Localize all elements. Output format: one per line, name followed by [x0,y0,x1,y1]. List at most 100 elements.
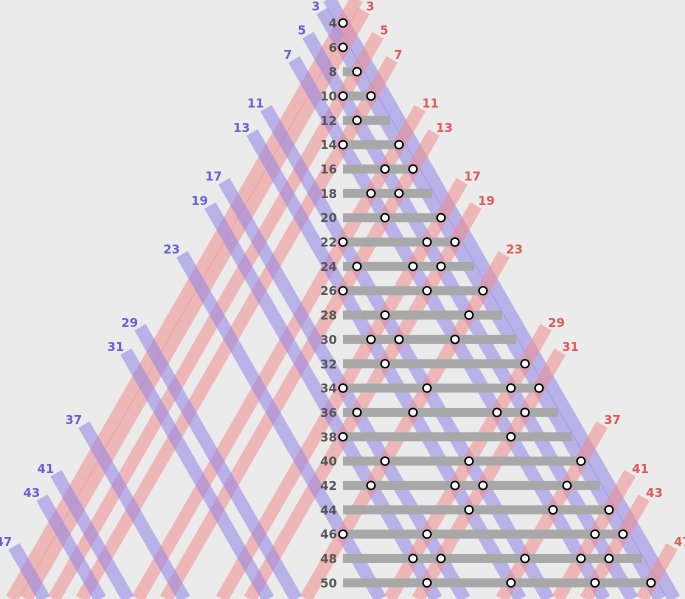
partition-point [338,139,348,150]
blue-prime-label: 43 [23,486,40,500]
red-prime-label: 7 [394,48,402,62]
red-prime-label: 37 [604,413,621,427]
partition-point [464,456,474,466]
red-prime-label: 29 [548,316,565,330]
blue-prime-label: 3 [312,0,320,13]
partition-point [618,529,628,539]
blue-stripe [36,494,106,599]
row-bar [343,383,544,393]
red-prime-label: 2 [359,0,367,1]
red-prime-label: 5 [380,24,388,38]
row-label: 8 [329,65,337,79]
row-bar [343,334,516,344]
row-bar [343,407,558,417]
row-label: 10 [320,90,337,104]
partition-point [422,285,432,296]
red-prime-label: 23 [506,243,523,257]
partition-point [380,310,390,320]
row-label: 20 [320,211,337,225]
partition-point [450,237,460,247]
row-label: 4 [329,17,337,31]
row-bar [343,359,530,369]
blue-stripe [260,104,554,599]
row-label: 48 [320,552,337,566]
blue-prime-label: 11 [247,97,264,111]
blue-prime-label: 19 [191,194,208,208]
partition-point [576,456,586,466]
partition-point [408,261,418,272]
row-bar [343,115,390,125]
row-label: 14 [320,138,337,152]
blue-stripe [120,348,274,599]
row-label: 50 [320,576,337,590]
partition-point [366,91,376,101]
row-label: 38 [320,430,337,444]
blue-prime-label: 29 [121,316,138,330]
blue-stripe [78,421,190,599]
blue-stripe [176,250,386,599]
partition-point [422,237,432,247]
blue-prime-label: 37 [65,413,82,427]
row-bar [343,237,460,247]
partition-point [506,431,516,442]
row-label: 34 [320,382,337,396]
row-label: 28 [320,309,337,323]
partition-point [520,407,530,418]
partition-point [338,18,348,28]
row-bar [343,91,376,101]
blue-prime-label: 47 [0,535,12,549]
red-stripe [20,7,370,599]
partition-point [380,164,390,174]
blue-stripe [50,470,134,599]
partition-point [436,261,446,272]
partition-point [548,504,558,515]
partition-point [590,529,600,539]
partition-point [352,115,362,126]
partition-point [380,358,390,369]
partition-point [450,334,460,345]
partition-point [604,553,614,564]
partition-point [408,407,418,418]
row-bar [343,310,502,320]
blue-prime-label: 13 [233,121,250,135]
partition-point [380,212,390,223]
blue-stripe [316,7,666,599]
partition-point [380,456,390,466]
blue-prime-label: 23 [163,243,180,257]
partition-point [366,480,376,491]
blue-prime-label: 31 [107,340,124,354]
row-bar [343,286,488,296]
partition-point [366,334,376,345]
partition-point [464,504,474,515]
partition-point [464,310,474,320]
partition-point [394,139,404,150]
row-label: 30 [320,333,337,347]
blue-prime-label: 41 [37,462,54,476]
partition-point [352,261,362,272]
blue-prime-label: 2 [319,0,327,1]
row-label: 40 [320,455,337,469]
partition-point [576,553,586,564]
partition-point [506,578,516,588]
partition-point [422,383,432,393]
partition-point [422,578,432,588]
partition-point [338,431,348,442]
row-label: 42 [320,479,337,493]
row-label: 16 [320,163,337,177]
blue-stripe [8,543,50,599]
row-label: 6 [329,41,337,55]
partition-point [338,237,348,247]
row-label: 32 [320,357,337,371]
row-label: 44 [320,503,337,517]
row-bar [343,188,432,198]
partition-point [506,383,516,393]
partition-point [338,91,348,101]
partition-point [394,188,404,199]
row-bar [343,140,404,150]
blue-prime-label: 17 [205,170,222,184]
red-prime-label: 31 [562,340,579,354]
blue-prime-label: 5 [298,24,306,38]
partition-point [352,66,362,77]
partition-point [520,358,530,369]
